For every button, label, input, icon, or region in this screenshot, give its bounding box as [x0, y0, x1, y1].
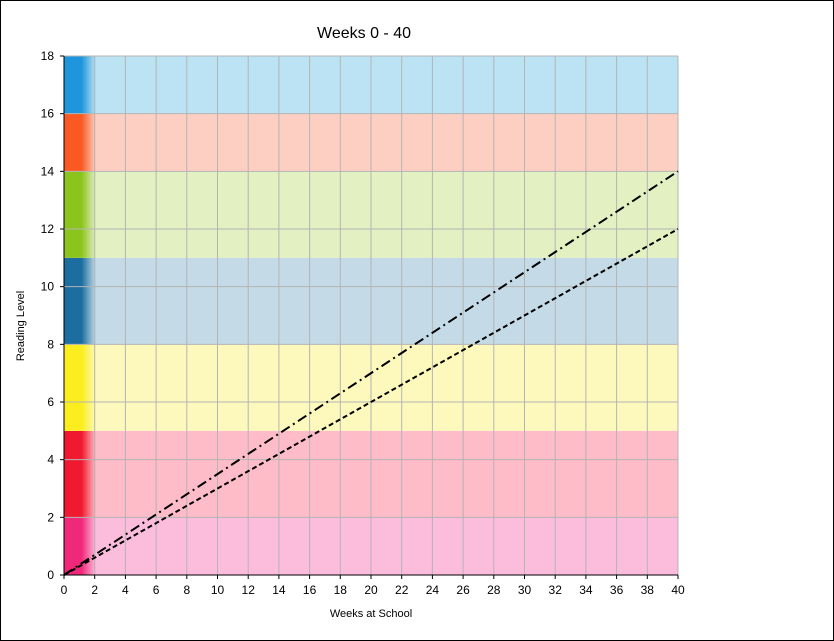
y-tick-label: 8: [47, 337, 54, 351]
band-edge-11-14: [64, 171, 96, 258]
band-edge-14-16: [64, 113, 96, 172]
y-tick-label: 10: [41, 280, 55, 294]
x-tick-label: 32: [549, 583, 563, 597]
x-tick-label: 2: [91, 583, 98, 597]
x-tick-label: 26: [456, 583, 470, 597]
x-axis-label: Weeks at School: [330, 608, 412, 620]
x-tick-label: 34: [579, 583, 593, 597]
series-lines: [63, 170, 679, 576]
y-tick-labels: 0 2 4 6 8 10 12 14 16 18: [41, 49, 55, 582]
band-edge-8-11: [64, 257, 96, 345]
band-edge-2-5: [64, 430, 96, 518]
chart-title: Weeks 0 - 40: [317, 25, 411, 42]
x-tick-labels: 0 2 4 6 8 10 12 14 16 18 20 22 24 26 28 30 32 34 36 38 40: [61, 583, 685, 597]
x-tick-label: 18: [334, 583, 348, 597]
x-tick-label: 6: [153, 583, 160, 597]
series-line-2: [63, 228, 679, 576]
x-tick-label: 20: [364, 583, 378, 597]
x-tick-label: 38: [641, 583, 655, 597]
y-tick-label: 18: [41, 49, 55, 63]
x-tick-label: 10: [211, 583, 225, 597]
x-tick-label: 22: [395, 583, 409, 597]
y-tick-label: 14: [41, 164, 55, 178]
x-tick-label: 36: [610, 583, 624, 597]
band-edge-16-18: [64, 56, 96, 114]
y-tick-label: 0: [47, 568, 54, 582]
y-axis-label: Reading Level: [15, 291, 27, 361]
y-tick-label: 6: [47, 395, 54, 409]
y-tick-label: 12: [41, 222, 55, 236]
x-tick-label: 0: [61, 583, 68, 597]
band-edge-5-8: [64, 344, 96, 431]
x-tick-label: 30: [518, 583, 532, 597]
x-tick-label: 8: [183, 583, 190, 597]
axes: [60, 55, 679, 579]
x-tick-label: 12: [242, 583, 256, 597]
y-tick-label: 16: [41, 107, 55, 121]
y-tick-label: 4: [47, 453, 54, 467]
x-tick-label: 4: [122, 583, 129, 597]
x-tick-label: 16: [303, 583, 317, 597]
x-tick-label: 28: [487, 583, 501, 597]
x-tick-label: 40: [671, 583, 685, 597]
series-line-1: [63, 170, 679, 576]
x-tick-label: 14: [272, 583, 286, 597]
gridlines: [63, 55, 679, 576]
y-tick-label: 2: [47, 510, 54, 524]
x-tick-label: 24: [426, 583, 440, 597]
